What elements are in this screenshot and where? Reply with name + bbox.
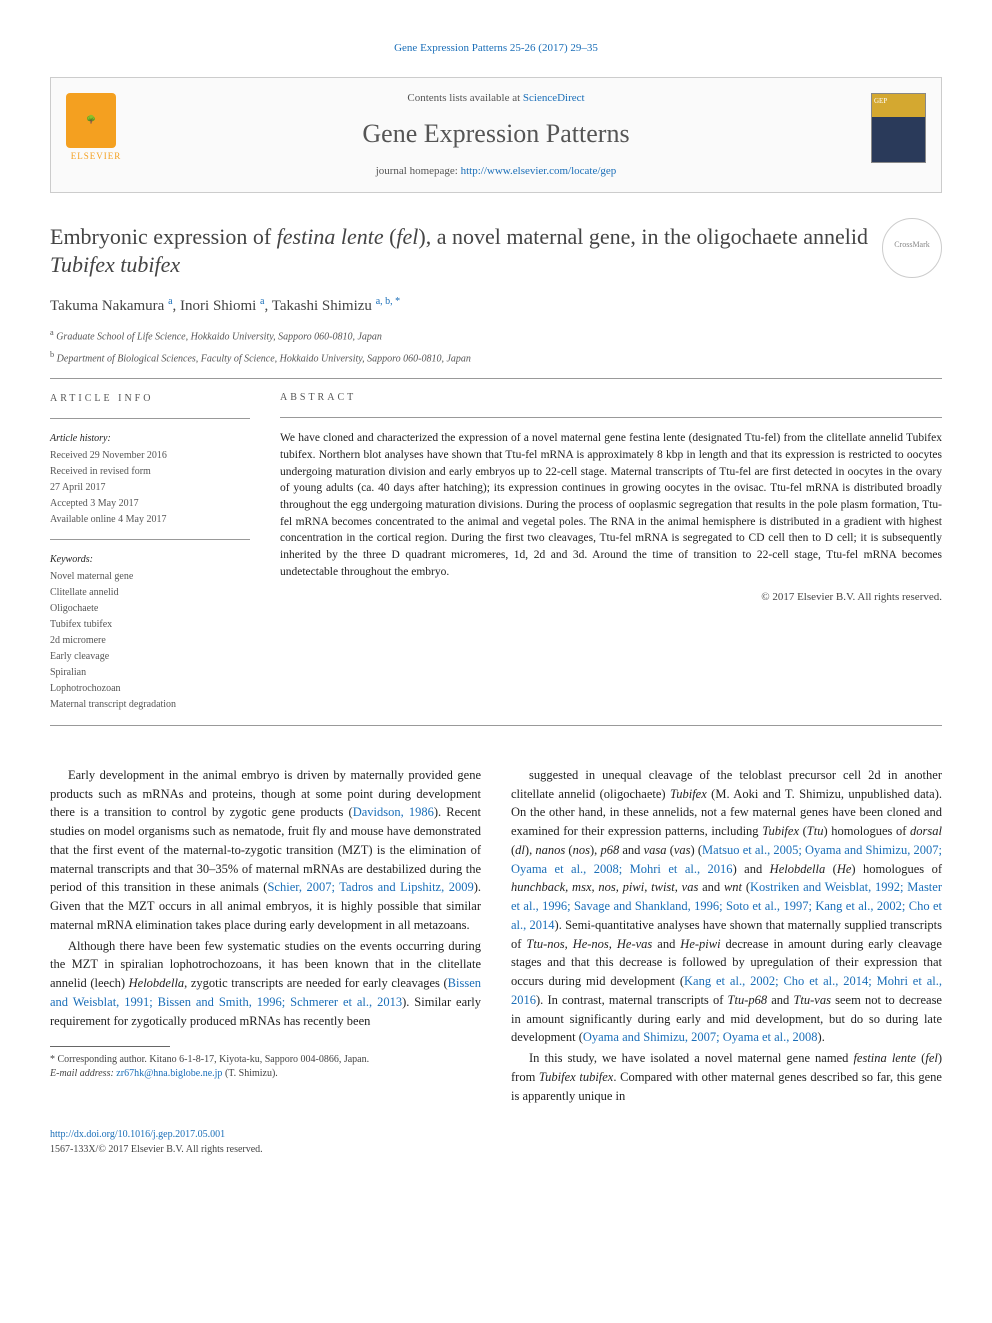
journal-header: 🌳 ELSEVIER GEP Contents lists available …	[50, 77, 942, 193]
citation-link[interactable]: Schier, 2007; Tadros and Lipshitz, 2009	[267, 880, 473, 894]
journal-cover-thumbnail: GEP	[871, 93, 926, 163]
keyword: Early cleavage	[50, 649, 250, 664]
email-footnote: E-mail address: zr67hk@hna.biglobe.ne.jp…	[50, 1067, 481, 1081]
online: Available online 4 May 2017	[50, 512, 250, 527]
body-col-right: suggested in unequal cleavage of the tel…	[511, 766, 942, 1108]
history-label: Article history:	[50, 431, 250, 446]
running-header-link[interactable]: Gene Expression Patterns 25-26 (2017) 29…	[394, 42, 598, 54]
contents-line: Contents lists available at ScienceDirec…	[71, 90, 921, 107]
citation-link[interactable]: Davidson, 1986	[353, 805, 434, 819]
abstract-text: We have cloned and characterized the exp…	[280, 430, 942, 580]
keyword: Maternal transcript degradation	[50, 697, 250, 712]
body-p1: Early development in the animal embryo i…	[50, 766, 481, 935]
keyword: Lophotrochozoan	[50, 681, 250, 696]
author-2: Inori Shiomi	[180, 298, 256, 314]
abstract-copyright: © 2017 Elsevier B.V. All rights reserved…	[280, 590, 942, 606]
body-p3: suggested in unequal cleavage of the tel…	[511, 766, 942, 1047]
elsevier-label: ELSEVIER	[66, 150, 126, 164]
body-col-left: Early development in the animal embryo i…	[50, 766, 481, 1108]
article-info: ARTICLE INFO Article history: Received 2…	[50, 391, 250, 713]
crossmark-badge[interactable]: CrossMark	[882, 218, 942, 278]
keywords-label: Keywords:	[50, 552, 250, 567]
revised-2: 27 April 2017	[50, 480, 250, 495]
corresponding-author: * Corresponding author. Kitano 6-1-8-17,…	[50, 1053, 481, 1067]
author-1: Takuma Nakamura	[50, 298, 164, 314]
body-text: Early development in the animal embryo i…	[50, 766, 942, 1108]
article-title: Embryonic expression of festina lente (f…	[50, 223, 942, 280]
divider	[50, 725, 942, 726]
affiliation-a: a Graduate School of Life Science, Hokka…	[50, 327, 942, 344]
doi-link[interactable]: http://dx.doi.org/10.1016/j.gep.2017.05.…	[50, 1129, 225, 1140]
homepage-link[interactable]: http://www.elsevier.com/locate/gep	[461, 165, 617, 177]
affiliation-b: b Department of Biological Sciences, Fac…	[50, 349, 942, 366]
divider	[50, 378, 942, 379]
body-p4: In this study, we have isolated a novel …	[511, 1049, 942, 1105]
keyword: Novel maternal gene	[50, 569, 250, 584]
journal-name: Gene Expression Patterns	[71, 114, 921, 153]
body-p2: Although there have been few systematic …	[50, 937, 481, 1031]
elsevier-tree-icon: 🌳	[66, 93, 116, 148]
abstract-heading: ABSTRACT	[280, 391, 942, 406]
homepage-line: journal homepage: http://www.elsevier.co…	[71, 163, 921, 180]
received: Received 29 November 2016	[50, 448, 250, 463]
keyword: Oligochaete	[50, 601, 250, 616]
citation-link[interactable]: Oyama and Shimizu, 2007; Oyama et al., 2…	[583, 1030, 818, 1044]
keyword: Clitellate annelid	[50, 585, 250, 600]
footnote-divider	[50, 1046, 170, 1047]
abstract-block: ABSTRACT We have cloned and characterize…	[280, 391, 942, 713]
page-footer: http://dx.doi.org/10.1016/j.gep.2017.05.…	[50, 1127, 942, 1157]
elsevier-logo: 🌳 ELSEVIER	[66, 93, 126, 163]
journal-cover-label: GEP	[872, 94, 925, 118]
email-link[interactable]: zr67hk@hna.biglobe.ne.jp	[116, 1068, 222, 1079]
accepted: Accepted 3 May 2017	[50, 496, 250, 511]
footer-copyright: 1567-133X/© 2017 Elsevier B.V. All right…	[50, 1144, 263, 1155]
running-header: Gene Expression Patterns 25-26 (2017) 29…	[50, 40, 942, 57]
sciencedirect-link[interactable]: ScienceDirect	[523, 92, 585, 104]
article-info-heading: ARTICLE INFO	[50, 391, 250, 406]
revised-1: Received in revised form	[50, 464, 250, 479]
keyword: Tubifex tubifex	[50, 617, 250, 632]
author-3: Takashi Shimizu	[272, 298, 372, 314]
keyword: 2d micromere	[50, 633, 250, 648]
authors: Takuma Nakamura a, Inori Shiomi a, Takas…	[50, 294, 942, 318]
keyword: Spiralian	[50, 665, 250, 680]
